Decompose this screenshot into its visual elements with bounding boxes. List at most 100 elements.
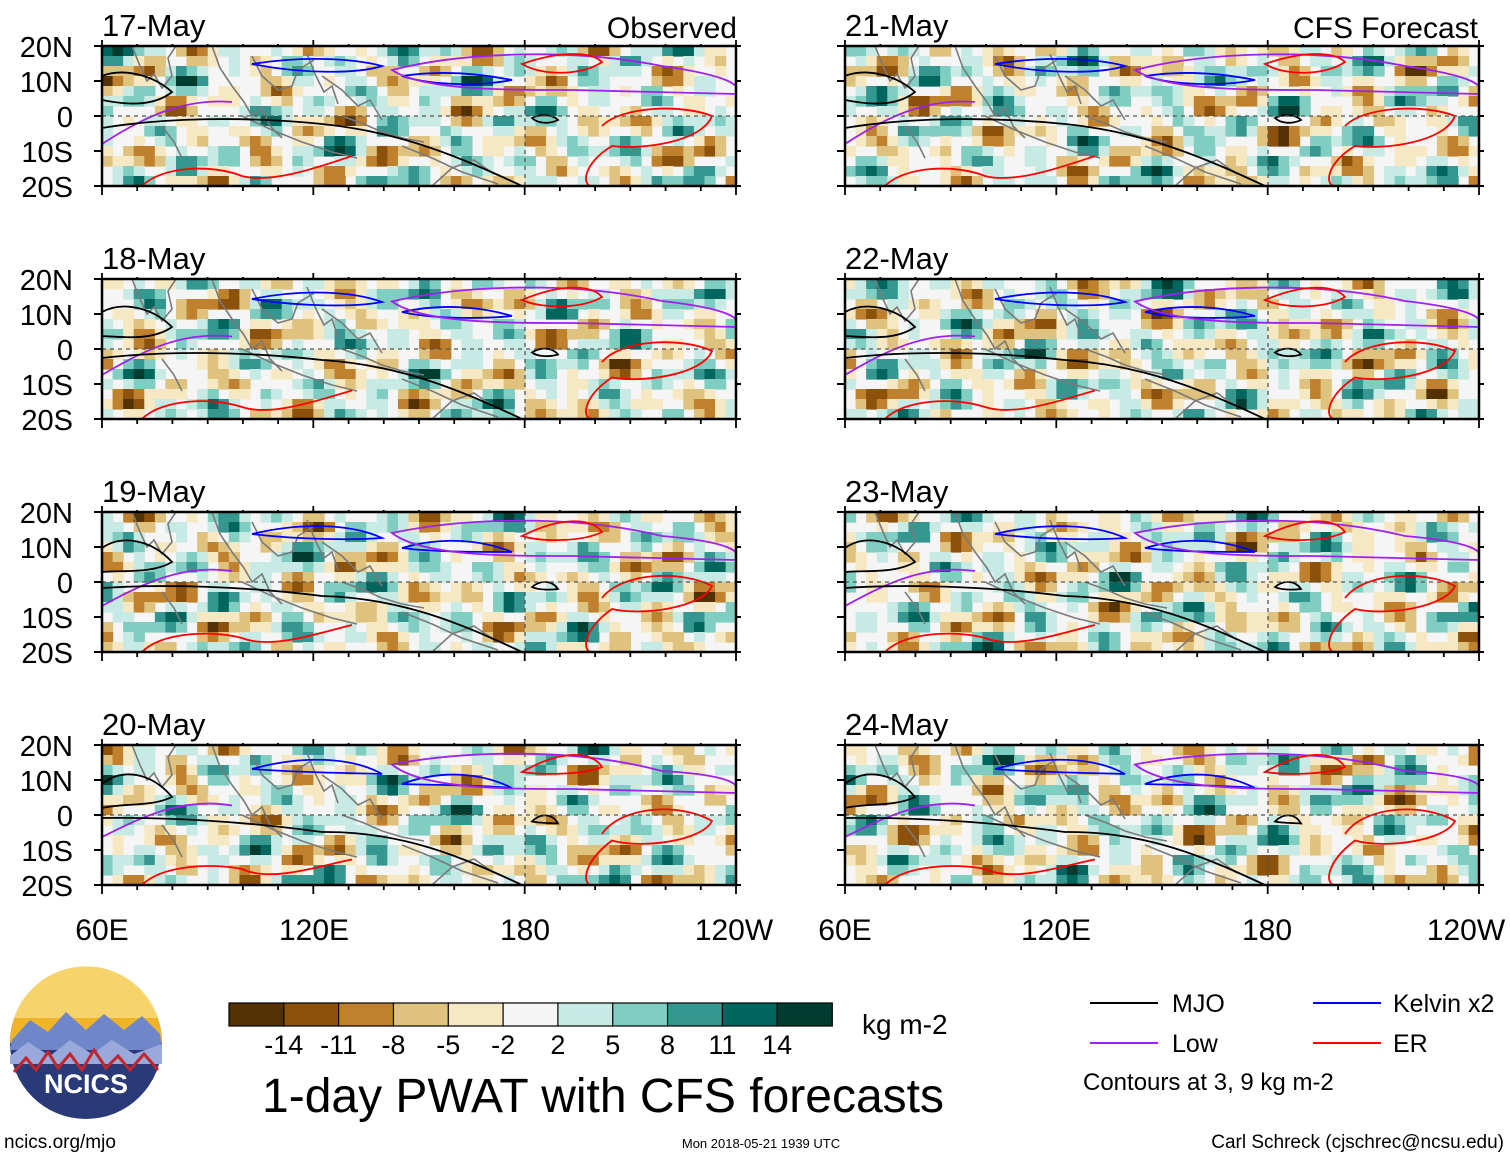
contour xyxy=(1262,753,1347,775)
coastlines xyxy=(131,46,499,186)
map-panel: 22-May xyxy=(837,241,1484,428)
panel-date: 23-May xyxy=(845,474,949,509)
contour xyxy=(102,305,174,339)
contour xyxy=(994,291,1129,307)
pwat-field xyxy=(845,512,1479,652)
contour xyxy=(845,305,917,339)
contour xyxy=(845,816,1266,885)
contour xyxy=(1273,114,1303,124)
contour xyxy=(1132,53,1479,95)
contour xyxy=(845,568,976,607)
panel-date: 20-May xyxy=(102,707,206,742)
lon-label: 60E xyxy=(75,914,128,947)
colorbar-box xyxy=(392,1002,450,1027)
contour xyxy=(389,286,736,328)
lon-label: 120W xyxy=(1427,914,1506,947)
contour xyxy=(1328,341,1457,419)
lat-label: 20S xyxy=(21,871,73,903)
colorbar-label: -8 xyxy=(381,1030,405,1060)
contour xyxy=(102,71,174,105)
lat-label: 0 xyxy=(57,335,73,367)
colorbar-unit: kg m-2 xyxy=(862,1009,948,1040)
contour xyxy=(102,118,523,186)
logo-text: NCICS xyxy=(44,1069,128,1099)
footer-credit: Carl Schreck (cjschrec@ncsu.edu) xyxy=(1211,1132,1504,1153)
lat-label: 20N xyxy=(20,731,73,763)
colorbar-label: -2 xyxy=(491,1030,515,1060)
colorbar-label: 14 xyxy=(762,1030,792,1060)
contour xyxy=(585,341,714,419)
colorbar-box xyxy=(721,1002,779,1027)
colorbar-box xyxy=(666,1002,724,1027)
contour xyxy=(102,100,233,145)
contour xyxy=(401,72,513,85)
contour xyxy=(845,352,1266,419)
lat-label: 0 xyxy=(57,801,73,833)
legend: MJO Kelvin x2 Low ER Contours at 3, 9 kg… xyxy=(1083,990,1494,1096)
colorbar-box xyxy=(557,1002,614,1027)
contour xyxy=(585,574,714,652)
contour xyxy=(1273,814,1303,825)
contour xyxy=(1132,752,1479,794)
contour xyxy=(884,155,1096,186)
contour xyxy=(102,816,523,885)
colorbar-label: -11 xyxy=(320,1030,357,1060)
contour xyxy=(530,114,560,124)
legend-label-mjo: MJO xyxy=(1172,990,1225,1018)
contour xyxy=(1328,574,1457,652)
contour xyxy=(141,858,353,885)
contour xyxy=(530,814,560,825)
lat-label: 20S xyxy=(21,405,73,437)
colorbar: -14 -11 -8 -5 -2 2 5 8 11 14 xyxy=(228,1002,833,1060)
coastlines xyxy=(131,279,499,419)
forecast-label: CFS Forecast xyxy=(1293,12,1479,45)
coastlines xyxy=(874,512,1242,652)
contour xyxy=(1328,107,1457,186)
lat-label: 20N xyxy=(20,498,73,530)
observed-label: Observed xyxy=(607,12,737,45)
panel-grid: 17-May20N10N010S20S18-May20N10N010S20S19… xyxy=(20,8,1484,903)
panel-date: 22-May xyxy=(845,241,949,276)
contour xyxy=(389,752,736,794)
colorbar-label: 5 xyxy=(605,1030,620,1060)
colorbar-box xyxy=(502,1002,559,1027)
pwat-field xyxy=(845,279,1479,419)
coastlines xyxy=(874,279,1242,419)
footer-timestamp: Mon 2018-05-21 1939 UTC xyxy=(682,1136,840,1151)
pwat-field xyxy=(845,745,1479,885)
lon-label: 180 xyxy=(500,914,550,947)
colorbar-box xyxy=(612,1002,669,1027)
lat-label: 20N xyxy=(20,32,73,64)
pwat-field xyxy=(102,512,736,652)
figure-title: 1-day PWAT with CFS forecasts xyxy=(262,1070,944,1123)
pwat-field xyxy=(845,46,1479,186)
contour xyxy=(1262,520,1347,541)
coastlines xyxy=(874,46,1242,186)
contour xyxy=(1262,286,1347,308)
lat-label: 20S xyxy=(21,172,73,204)
contour xyxy=(585,808,714,885)
lon-label: 60E xyxy=(818,914,871,947)
contour xyxy=(102,568,233,607)
contour xyxy=(389,53,736,95)
longitude-axis-labels: 60E 120E 180 120W 60E 120E 180 120W xyxy=(75,914,1506,947)
contour xyxy=(401,539,513,553)
contour xyxy=(994,525,1129,541)
colorbar-box xyxy=(776,1002,833,1027)
contour xyxy=(884,858,1096,885)
lat-label: 20N xyxy=(20,265,73,297)
lat-label: 10S xyxy=(21,836,73,868)
panel-date: 21-May xyxy=(845,8,949,43)
contour xyxy=(102,802,233,838)
colorbar-box xyxy=(283,1002,340,1027)
contour xyxy=(1328,808,1457,885)
lat-label: 20S xyxy=(21,638,73,670)
contour xyxy=(141,389,353,419)
contour xyxy=(102,773,174,809)
colorbar-label: 8 xyxy=(660,1030,675,1060)
contour xyxy=(519,53,604,74)
contour xyxy=(994,758,1126,775)
